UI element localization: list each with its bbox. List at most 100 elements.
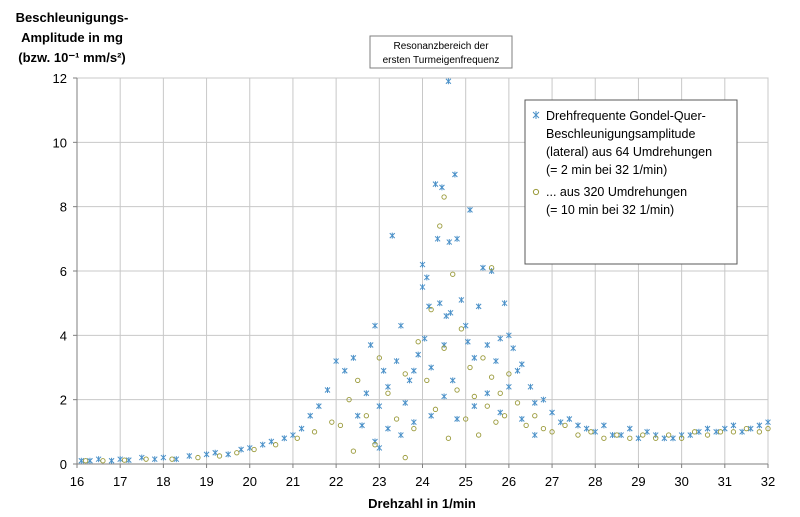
series-1-point bbox=[385, 425, 391, 432]
series-1-point bbox=[411, 367, 417, 374]
series-1-point bbox=[445, 78, 452, 85]
series-2-point bbox=[640, 432, 646, 438]
series-1-point bbox=[315, 403, 322, 410]
series-1-point bbox=[506, 332, 512, 339]
x-tick-label: 32 bbox=[761, 474, 775, 489]
series-1-point bbox=[583, 425, 590, 432]
series-1-point bbox=[471, 354, 478, 361]
series-1-point bbox=[138, 454, 145, 461]
x-tick-label: 20 bbox=[243, 474, 257, 489]
series-1-point bbox=[747, 425, 754, 432]
series-2-point bbox=[432, 406, 439, 412]
series-2-point bbox=[363, 413, 370, 419]
series-1-point bbox=[670, 435, 676, 442]
series-2-point bbox=[523, 422, 529, 429]
series-1-point bbox=[125, 457, 132, 464]
series-1-point bbox=[506, 383, 512, 390]
series-1-point bbox=[151, 456, 158, 463]
series-1-point bbox=[454, 235, 460, 242]
x-tick-label: 28 bbox=[588, 474, 602, 489]
series-2-point bbox=[385, 390, 391, 396]
series-1-point bbox=[447, 309, 454, 316]
series-2-point bbox=[376, 355, 382, 361]
series-1-point bbox=[212, 449, 219, 456]
series-1-point bbox=[186, 452, 193, 459]
series-2-point bbox=[704, 432, 711, 438]
legend-series-1-line-2: Beschleunigungsamplitude bbox=[546, 127, 695, 141]
x-tick-label: 24 bbox=[415, 474, 429, 489]
series-1-point bbox=[462, 322, 469, 329]
series-1-point bbox=[696, 428, 702, 435]
series-1-point bbox=[549, 409, 555, 416]
series-1-point bbox=[446, 239, 453, 246]
series-2-point bbox=[216, 453, 223, 459]
series-2-point bbox=[169, 456, 175, 462]
series-2-point bbox=[588, 429, 594, 435]
series-2-point bbox=[471, 393, 477, 400]
series-2-point bbox=[450, 271, 456, 277]
series-1-point bbox=[510, 345, 517, 352]
series-1-point bbox=[173, 456, 180, 463]
series-2-point bbox=[311, 429, 318, 435]
series-1-point bbox=[415, 351, 422, 358]
legend-series-1-line-4: (= 2 min bei 32 1/min) bbox=[546, 163, 667, 177]
series-1-point bbox=[518, 361, 525, 368]
series-2-point bbox=[355, 377, 361, 384]
series-2-point bbox=[575, 432, 581, 438]
series-1-point bbox=[307, 412, 314, 419]
series-1-point bbox=[333, 358, 339, 365]
series-2-point bbox=[402, 371, 408, 377]
series-2-point bbox=[234, 450, 240, 456]
series-1-point bbox=[730, 422, 737, 429]
series-2-point bbox=[415, 339, 421, 345]
series-1-point bbox=[557, 419, 564, 426]
series-1-point bbox=[493, 358, 499, 365]
series-1-point bbox=[575, 422, 581, 429]
series-1-point bbox=[380, 367, 387, 374]
series-2-point bbox=[480, 355, 486, 361]
series-1-point bbox=[601, 422, 607, 429]
series-1-point bbox=[372, 322, 378, 329]
series-1-point bbox=[475, 303, 482, 310]
series-2-point bbox=[294, 435, 300, 441]
series-1-point bbox=[423, 274, 430, 281]
series-2-point bbox=[514, 400, 521, 406]
y-axis-label-line-1: Beschleunigungs- bbox=[16, 10, 129, 25]
legend-marker-series-1 bbox=[532, 111, 540, 119]
series-2-point bbox=[437, 223, 443, 229]
series-1-point bbox=[324, 387, 331, 394]
y-tick-label: 4 bbox=[60, 328, 67, 343]
y-tick-label: 0 bbox=[60, 457, 67, 472]
series-2-point bbox=[463, 416, 469, 422]
annotation-line-1: Resonanzbereich der bbox=[393, 41, 489, 52]
series-1-point bbox=[78, 457, 85, 464]
series-1-point bbox=[518, 415, 525, 422]
series-1-point bbox=[497, 335, 504, 342]
annotation-line-2: ersten Turmeigenfrequenz bbox=[383, 55, 500, 66]
series-2-point bbox=[121, 457, 128, 463]
x-tick-label: 16 bbox=[70, 474, 84, 489]
series-1-point bbox=[454, 415, 460, 422]
x-tick-label: 22 bbox=[329, 474, 343, 489]
series-2-point bbox=[424, 377, 430, 384]
series-1-point bbox=[452, 171, 458, 178]
x-tick-label: 18 bbox=[156, 474, 170, 489]
legend-series-2-line-1: ... aus 320 Umdrehungen bbox=[546, 185, 687, 199]
y-tick-label: 6 bbox=[60, 264, 67, 279]
series-2-point bbox=[428, 306, 434, 313]
series-2-point bbox=[393, 416, 400, 422]
series-2-point bbox=[475, 432, 482, 438]
series-2-point bbox=[251, 446, 257, 453]
legend-series-2-line-2: (= 10 min bei 32 1/min) bbox=[546, 203, 674, 217]
series-2-point bbox=[666, 432, 672, 438]
series-1-point bbox=[704, 425, 711, 432]
series-1-point bbox=[436, 300, 443, 307]
series-2-point bbox=[82, 458, 89, 464]
series-1-point bbox=[259, 441, 266, 448]
series-1-point bbox=[376, 444, 383, 451]
y-axis-label-line-3: (bzw. 10⁻¹ mm/s²) bbox=[18, 50, 126, 65]
series-1-point bbox=[238, 446, 244, 453]
series-1-point bbox=[540, 396, 547, 403]
series-1-point bbox=[389, 232, 396, 239]
annotation-frame bbox=[369, 35, 513, 69]
